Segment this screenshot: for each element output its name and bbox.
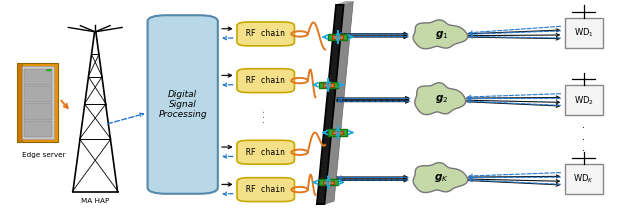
Text: WD$_1$: WD$_1$ (574, 27, 594, 39)
Text: RF chain: RF chain (246, 76, 285, 85)
Bar (24, 86, 52, 102)
Text: Digital
Signal
Processing: Digital Signal Processing (158, 90, 207, 119)
Text: Edge server: Edge server (22, 152, 66, 158)
Bar (332, 35, 343, 39)
Text: $\boldsymbol{g}_2$: $\boldsymbol{g}_2$ (435, 93, 448, 105)
Bar (17, 63, 58, 142)
Bar (564, 85, 603, 115)
Text: RF chain: RF chain (246, 185, 285, 194)
Circle shape (46, 69, 51, 71)
Polygon shape (413, 163, 468, 192)
Bar (24, 103, 52, 120)
Bar (24, 121, 52, 137)
Bar (328, 129, 348, 136)
Text: WD$_2$: WD$_2$ (573, 94, 594, 107)
Polygon shape (336, 2, 353, 5)
Text: WD$_K$: WD$_K$ (573, 173, 595, 186)
Text: $\boldsymbol{g}_1$: $\boldsymbol{g}_1$ (435, 29, 448, 41)
Bar (22, 66, 54, 139)
Text: · · ·: · · · (261, 110, 270, 123)
Bar (332, 131, 343, 134)
Text: MA HAP: MA HAP (81, 198, 109, 204)
Bar (564, 164, 603, 194)
Text: RF chain: RF chain (246, 29, 285, 38)
FancyBboxPatch shape (237, 140, 294, 164)
Bar (323, 181, 333, 184)
Bar (319, 179, 338, 185)
Bar (323, 83, 333, 87)
Polygon shape (413, 20, 468, 49)
Bar (564, 18, 603, 48)
Bar (319, 82, 338, 88)
Bar (328, 34, 348, 40)
Text: ·
·
·: · · · (582, 123, 585, 156)
FancyBboxPatch shape (148, 15, 218, 194)
Polygon shape (415, 83, 466, 115)
Text: $\boldsymbol{g}_K$: $\boldsymbol{g}_K$ (434, 172, 449, 184)
FancyBboxPatch shape (237, 69, 294, 93)
Bar (17, 63, 22, 142)
FancyBboxPatch shape (237, 178, 294, 201)
Text: RF chain: RF chain (246, 148, 285, 157)
Polygon shape (324, 2, 353, 204)
Bar (24, 69, 52, 85)
Polygon shape (317, 5, 344, 204)
FancyBboxPatch shape (237, 22, 294, 46)
